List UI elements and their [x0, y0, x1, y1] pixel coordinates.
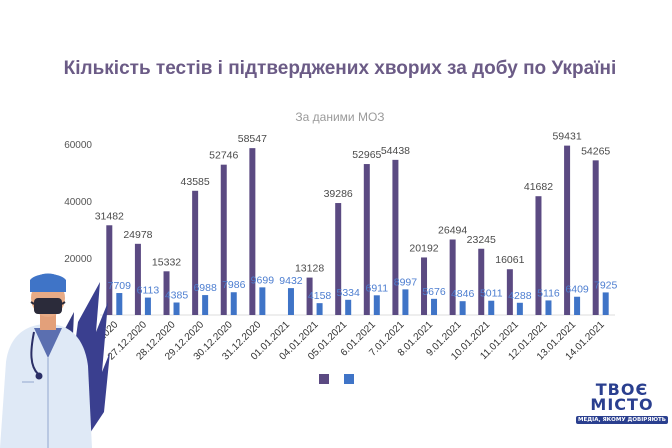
- data-label-series-1: 59431: [552, 131, 581, 143]
- legend-swatch-series-2: [344, 374, 354, 384]
- bar-series-2: [545, 300, 552, 315]
- bar-series-1: [449, 239, 456, 315]
- bar-series-1: [134, 243, 141, 315]
- bar-series-1: [363, 164, 370, 315]
- brand-logo: ТВОЄ МІСТО МЕДІА, ЯКОМУ ДОВІРЯЮТЬ: [576, 380, 668, 440]
- bar-series-1: [249, 148, 256, 315]
- bar-series-2: [431, 298, 438, 315]
- bar-series-2: [144, 297, 151, 315]
- bar-series-1: [392, 159, 399, 315]
- data-label-series-1: 13128: [295, 263, 324, 275]
- data-label-series-1: 24978: [123, 229, 152, 241]
- bar-series-2: [259, 287, 266, 315]
- y-tick-label: 20000: [64, 254, 92, 265]
- data-label-series-2: 4846: [451, 288, 475, 300]
- data-label-series-1: 20192: [409, 242, 438, 254]
- y-tick-label: 60000: [64, 140, 92, 151]
- bar-series-1: [220, 164, 227, 315]
- bar-series-2: [488, 300, 495, 315]
- data-label-series-1: 26494: [438, 224, 467, 236]
- bar-series-2: [574, 296, 581, 315]
- bar-series-1: [592, 160, 599, 315]
- bar-series-2: [459, 301, 466, 315]
- data-label-series-2: 7986: [222, 279, 246, 291]
- chart-title: Кількість тестів і підтверджених хворих …: [63, 58, 617, 79]
- data-label-series-2: 6113: [137, 285, 160, 297]
- data-label-series-2: 7925: [594, 279, 618, 291]
- data-label-series-1: 39286: [324, 188, 353, 200]
- legend-swatch-series-1: [319, 374, 329, 384]
- brand-name: ТВОЄ МІСТО: [590, 380, 654, 414]
- data-label-series-2: 8997: [394, 276, 418, 288]
- brand-tagline: МЕДІА, ЯКОМУ ДОВІРЯЮТЬ: [576, 416, 668, 424]
- bar-series-1: [506, 269, 513, 315]
- doctor-illustration: [0, 273, 110, 448]
- data-label-series-1: 58547: [238, 133, 267, 145]
- data-label-series-1: 54265: [581, 145, 610, 157]
- data-label-series-1: 41682: [524, 181, 553, 193]
- data-label-series-2: 5334: [337, 287, 361, 299]
- data-label-series-1: 16061: [495, 254, 524, 266]
- bar-series-1: [421, 257, 428, 315]
- data-label-series-2: 4288: [508, 290, 532, 302]
- data-label-series-2: 4158: [308, 290, 332, 302]
- data-label-series-2: 4385: [165, 290, 189, 302]
- bar-series-2: [173, 302, 180, 315]
- y-tick-label: 40000: [64, 197, 92, 208]
- bar-series-2: [516, 302, 523, 315]
- bar-series-1: [106, 225, 113, 315]
- bar-series-1: [163, 271, 170, 315]
- bar-series-1: [306, 277, 313, 315]
- data-label-series-1: 43585: [181, 176, 210, 188]
- bar-series-2: [116, 293, 123, 315]
- bar-series-2: [345, 299, 352, 315]
- data-label-series-2: 6409: [565, 284, 589, 296]
- bar-series-2: [602, 292, 609, 315]
- bar-series-2: [316, 303, 323, 315]
- data-label-series-2: 6988: [193, 282, 217, 294]
- data-label-series-2: 9432: [279, 275, 303, 287]
- bar-series-2: [202, 295, 209, 315]
- data-label-series-2: 5011: [480, 288, 503, 300]
- bar-series-1: [535, 196, 542, 315]
- data-label-series-1: 23245: [467, 234, 496, 246]
- chart-subtitle: За даними МОЗ: [295, 110, 385, 124]
- bar-series-2: [230, 292, 237, 315]
- data-label-series-2: 9699: [251, 274, 275, 286]
- data-label-series-2: 7709: [108, 280, 132, 292]
- data-label-series-1: 15332: [152, 256, 181, 268]
- bar-series-1: [478, 248, 485, 315]
- bar-series-2: [287, 288, 294, 315]
- bar-series-1: [192, 190, 199, 315]
- data-label-series-2: 5676: [422, 286, 446, 298]
- data-label-series-2: 6911: [366, 282, 389, 294]
- data-label-series-2: 5116: [537, 287, 560, 299]
- data-label-series-1: 54438: [381, 145, 410, 157]
- data-label-series-1: 52965: [352, 149, 381, 161]
- bar-series-1: [335, 203, 342, 315]
- bar-series-2: [402, 289, 409, 315]
- data-label-series-1: 52746: [209, 150, 238, 162]
- data-label-series-1: 31482: [95, 210, 124, 222]
- bar-series-1: [564, 145, 571, 315]
- bar-series-2: [373, 295, 380, 315]
